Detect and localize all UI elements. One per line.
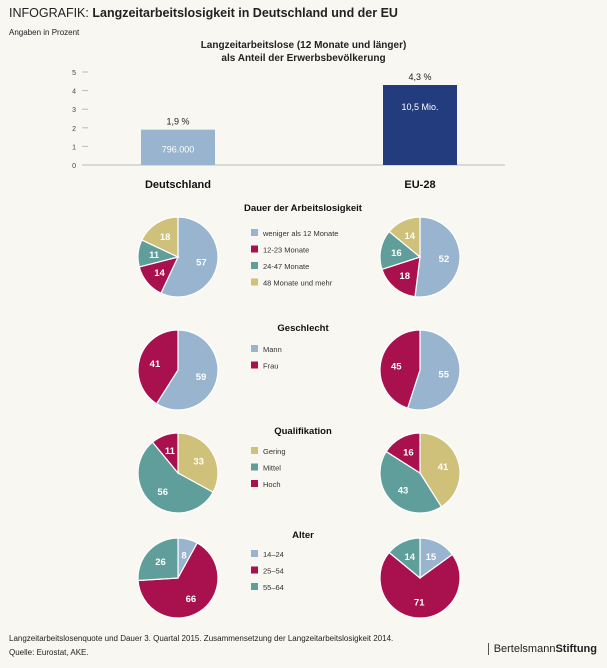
y-tick-label: 1 [72, 144, 76, 151]
legend-swatch [251, 480, 258, 487]
footer-source: Quelle: Eurostat, AKE. [9, 648, 89, 657]
legend-label: Hoch [263, 480, 281, 489]
pie-slice-label: 18 [160, 232, 171, 243]
legend-swatch [251, 463, 258, 471]
pie-slice-label: 71 [414, 597, 425, 608]
pie-title: Alter [292, 530, 314, 541]
legend-swatch [251, 361, 258, 369]
bar-value-label: 4,3 % [408, 72, 431, 82]
legend-swatch [251, 278, 258, 286]
legend-label: weniger als 12 Monate [262, 229, 338, 238]
subtitle: Angaben in Prozent [9, 28, 80, 37]
pie-slice-label: 33 [193, 456, 204, 467]
legend-label: 14–24 [263, 550, 284, 559]
pie-slice-label: 18 [399, 271, 410, 282]
pie-slice-label: 57 [196, 258, 207, 269]
pie-slice-label: 14 [404, 552, 415, 563]
category-label: EU-28 [404, 179, 435, 191]
brand-logo: BertelsmannStiftung [487, 643, 597, 655]
category-label: Deutschland [145, 179, 211, 191]
pie-slice-label: 55 [438, 369, 449, 380]
y-tick-label: 2 [72, 126, 76, 133]
bar-inner-label: 796.000 [162, 145, 195, 155]
pie-slice [137, 537, 179, 582]
pie-slice-label: 66 [186, 594, 197, 605]
legend-label: Frau [263, 362, 278, 371]
legend-swatch [251, 245, 258, 253]
bar-inner-label: 10,5 Mio. [401, 102, 438, 112]
y-tick-label: 3 [72, 107, 76, 114]
legend-swatch [251, 566, 258, 574]
pie-slice [406, 329, 461, 411]
legend-swatch [251, 550, 258, 557]
bar-EU-28 [383, 85, 457, 165]
pie-slice-label: 59 [196, 372, 207, 383]
legend-swatch [251, 583, 258, 590]
legend-swatch [251, 262, 258, 269]
pie-slice [160, 216, 219, 298]
legend-label: Gering [263, 447, 286, 456]
page-title: INFOGRAFIK: Langzeitarbeitslosigkeit in … [9, 6, 398, 20]
pie-slice [141, 216, 179, 258]
pie-slice-label: 16 [391, 248, 402, 259]
pie-slice [385, 432, 421, 475]
legend-label: 12-23 Monate [263, 246, 309, 255]
y-tick-label: 0 [72, 163, 76, 170]
pie-slice [155, 329, 219, 411]
pie-slice [388, 216, 421, 259]
legend-label: 55–64 [263, 583, 284, 592]
pie-slice-label: 11 [149, 250, 160, 261]
legend-swatch [251, 447, 258, 454]
y-tick-label: 4 [72, 89, 76, 96]
legend-swatch [251, 345, 258, 352]
pie-slice-label: 52 [439, 254, 450, 265]
bar-chart-title-1: Langzeitarbeitslose (12 Monate und länge… [200, 40, 407, 51]
legend-swatch [251, 229, 258, 236]
bar-chart-title-2: als Anteil der Erwerbsbevölkerung [221, 53, 386, 64]
pie-slice-label: 11 [165, 446, 176, 457]
pie-title: Geschlecht [277, 323, 329, 334]
pie-slice [137, 542, 219, 619]
pie-slice [379, 450, 443, 514]
pie-slice-label: 41 [438, 462, 449, 473]
pie-slice [379, 551, 461, 619]
pie-slice [137, 441, 214, 514]
pie-slice [151, 432, 179, 475]
legend-label: Mittel [263, 464, 281, 473]
pie-slice-label: 26 [155, 557, 166, 568]
pie-title: Qualifikation [274, 426, 332, 437]
pie-slice-label: 16 [403, 447, 414, 458]
y-tick-label: 5 [72, 70, 76, 77]
footer-note: Langzeitarbeitslosenquote und Dauer 3. Q… [9, 634, 394, 643]
pie-slice [177, 432, 219, 494]
legend-label: 48 Monate und mehr [263, 279, 333, 288]
pie-slice-label: 14 [404, 231, 415, 242]
pie-slice [414, 216, 461, 298]
pie-title: Dauer der Arbeitslosigkeit [244, 203, 363, 214]
pie-slice-label: 43 [398, 485, 409, 496]
legend-label: 24-47 Monate [263, 262, 309, 271]
legend-label: 25–54 [263, 567, 284, 576]
pie-slice [137, 329, 179, 405]
bar-value-label: 1,9 % [166, 117, 189, 127]
bar-Deutschland [141, 129, 215, 165]
pie-slice [381, 256, 421, 298]
pie-slice-label: 14 [154, 268, 165, 279]
pie-slice-label: 56 [157, 487, 168, 498]
pie-slice-label: 15 [426, 552, 437, 563]
pie-slice-label: 45 [391, 362, 402, 373]
pie-slice [388, 537, 421, 580]
pie-slice-label: 41 [150, 359, 161, 370]
pie-slice [379, 329, 421, 409]
pie-slice-label: 8 [181, 550, 186, 561]
legend-label: Mann [263, 345, 282, 354]
